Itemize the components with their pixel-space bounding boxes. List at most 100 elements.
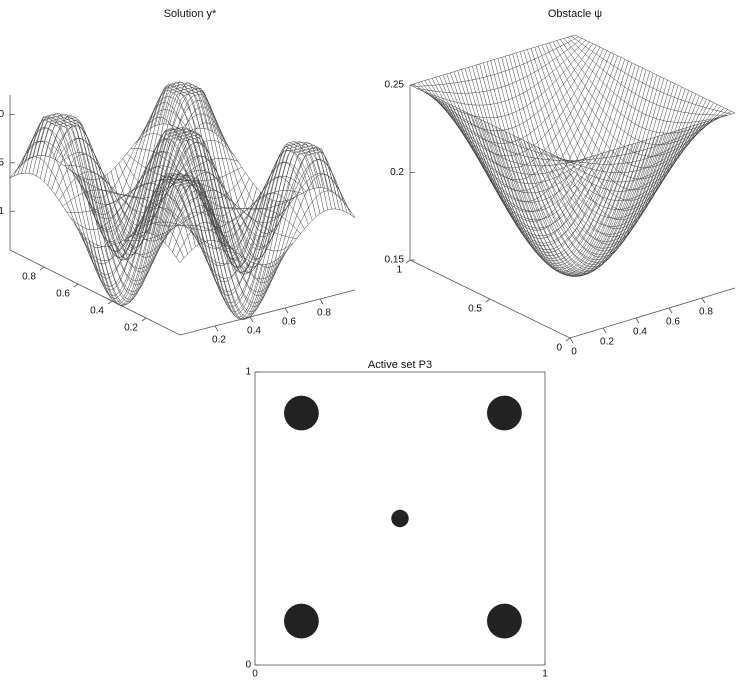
z-tick-label: 0.25 bbox=[385, 80, 405, 91]
surface-mesh bbox=[32, 84, 208, 258]
surface-mesh bbox=[468, 67, 629, 266]
surface-mesh bbox=[17, 140, 189, 275]
surface-mesh bbox=[165, 81, 336, 268]
x-tick-label: 0 bbox=[252, 669, 258, 680]
surface-mesh bbox=[173, 88, 344, 248]
y-tick-label: 0.5 bbox=[468, 304, 482, 315]
surface-mesh bbox=[43, 90, 220, 256]
z-tick-label: 0.15 bbox=[385, 255, 405, 266]
surface-mesh bbox=[516, 52, 677, 252]
y-tick bbox=[141, 317, 147, 322]
surface-mesh bbox=[134, 162, 310, 267]
surface-mesh bbox=[409, 34, 576, 86]
surface-mesh bbox=[66, 166, 242, 213]
surface-mesh bbox=[39, 87, 216, 260]
x-tick-label: 0.6 bbox=[666, 317, 680, 328]
surface-mesh bbox=[138, 150, 314, 282]
surface-mesh bbox=[420, 40, 586, 106]
surface-mesh bbox=[470, 64, 636, 253]
surface-mesh bbox=[562, 109, 729, 165]
surface-mesh bbox=[149, 86, 321, 269]
surface-mesh bbox=[106, 127, 278, 307]
active-region bbox=[487, 603, 522, 639]
surface-mesh bbox=[413, 36, 579, 87]
surface-mesh bbox=[537, 97, 704, 227]
surface-mesh bbox=[149, 142, 326, 315]
surface-mesh bbox=[33, 115, 204, 306]
surface-mesh bbox=[560, 39, 721, 134]
surface-mesh bbox=[486, 61, 648, 277]
surface-mesh bbox=[516, 86, 682, 265]
surface-mesh bbox=[424, 41, 590, 119]
surface-mesh bbox=[477, 67, 643, 264]
surface-mesh bbox=[495, 76, 661, 277]
surface-mesh bbox=[153, 144, 329, 319]
surface-mesh bbox=[484, 71, 650, 272]
surface-mesh bbox=[36, 86, 212, 261]
surface-mesh bbox=[491, 74, 658, 276]
surface-mesh bbox=[141, 141, 318, 296]
chart-title: Obstacle ψ bbox=[548, 8, 602, 20]
surface-mesh bbox=[555, 105, 721, 183]
y-tick-label: 0 bbox=[556, 343, 562, 354]
x-tick bbox=[635, 317, 640, 324]
surface-mesh bbox=[534, 95, 700, 235]
x-tick-label: 0.2 bbox=[600, 337, 614, 348]
surface-mesh bbox=[445, 52, 611, 192]
surface-mesh bbox=[431, 78, 593, 194]
surface-mesh bbox=[512, 53, 673, 258]
surface-mesh bbox=[442, 74, 604, 221]
surface-mesh bbox=[157, 83, 329, 275]
surface-mesh bbox=[556, 40, 717, 145]
surface-mesh bbox=[427, 43, 594, 131]
surface-mesh bbox=[527, 92, 693, 249]
surface-mesh bbox=[438, 48, 604, 169]
surface-mesh bbox=[534, 47, 695, 211]
surface-mesh bbox=[24, 81, 201, 242]
surface-mesh bbox=[450, 72, 611, 237]
surface-mesh bbox=[13, 156, 185, 262]
x-tick bbox=[701, 297, 706, 304]
z-tick-label: -1 bbox=[0, 206, 4, 217]
surface-mesh bbox=[497, 58, 659, 274]
surface-mesh bbox=[490, 60, 651, 277]
surface-mesh bbox=[549, 42, 710, 168]
y-tick-label: 0 bbox=[245, 660, 251, 671]
surface-mesh bbox=[435, 77, 596, 203]
surface-mesh bbox=[441, 50, 608, 180]
surface-mesh bbox=[17, 96, 193, 215]
x-tick bbox=[249, 316, 254, 323]
x-tick-label: 0 bbox=[571, 347, 577, 358]
surface-mesh bbox=[114, 142, 286, 283]
x-tick bbox=[569, 337, 574, 344]
x-tick-label: 0.4 bbox=[633, 327, 647, 338]
surface-mesh bbox=[169, 82, 340, 259]
surface-mesh bbox=[527, 49, 688, 229]
x-tick bbox=[668, 307, 673, 314]
surface-mesh bbox=[56, 138, 227, 258]
surface-mesh bbox=[446, 73, 607, 229]
surface-mesh bbox=[473, 66, 640, 259]
y-tick bbox=[485, 298, 491, 303]
surface-mesh bbox=[538, 46, 699, 201]
y-tick bbox=[73, 283, 79, 288]
y-tick bbox=[39, 266, 45, 271]
surface-mesh bbox=[68, 168, 239, 254]
surface-mesh bbox=[566, 111, 732, 162]
surface-mesh bbox=[161, 82, 332, 273]
z-tick-label: -0.5 bbox=[0, 157, 4, 168]
surface-mesh bbox=[519, 51, 681, 245]
surface-mesh bbox=[563, 38, 725, 123]
surface-mesh bbox=[103, 126, 274, 315]
y-tick bbox=[565, 337, 571, 342]
surface-mesh bbox=[574, 34, 736, 114]
y-tick-label: 1 bbox=[396, 265, 402, 276]
x-tick-label: 0.6 bbox=[282, 317, 296, 328]
surface-mesh bbox=[122, 158, 293, 252]
surface-mesh bbox=[58, 140, 235, 213]
surface-mesh bbox=[51, 106, 227, 239]
x-tick bbox=[214, 325, 219, 332]
surface-mesh bbox=[52, 125, 224, 273]
y-tick-label: 0.6 bbox=[56, 289, 70, 300]
